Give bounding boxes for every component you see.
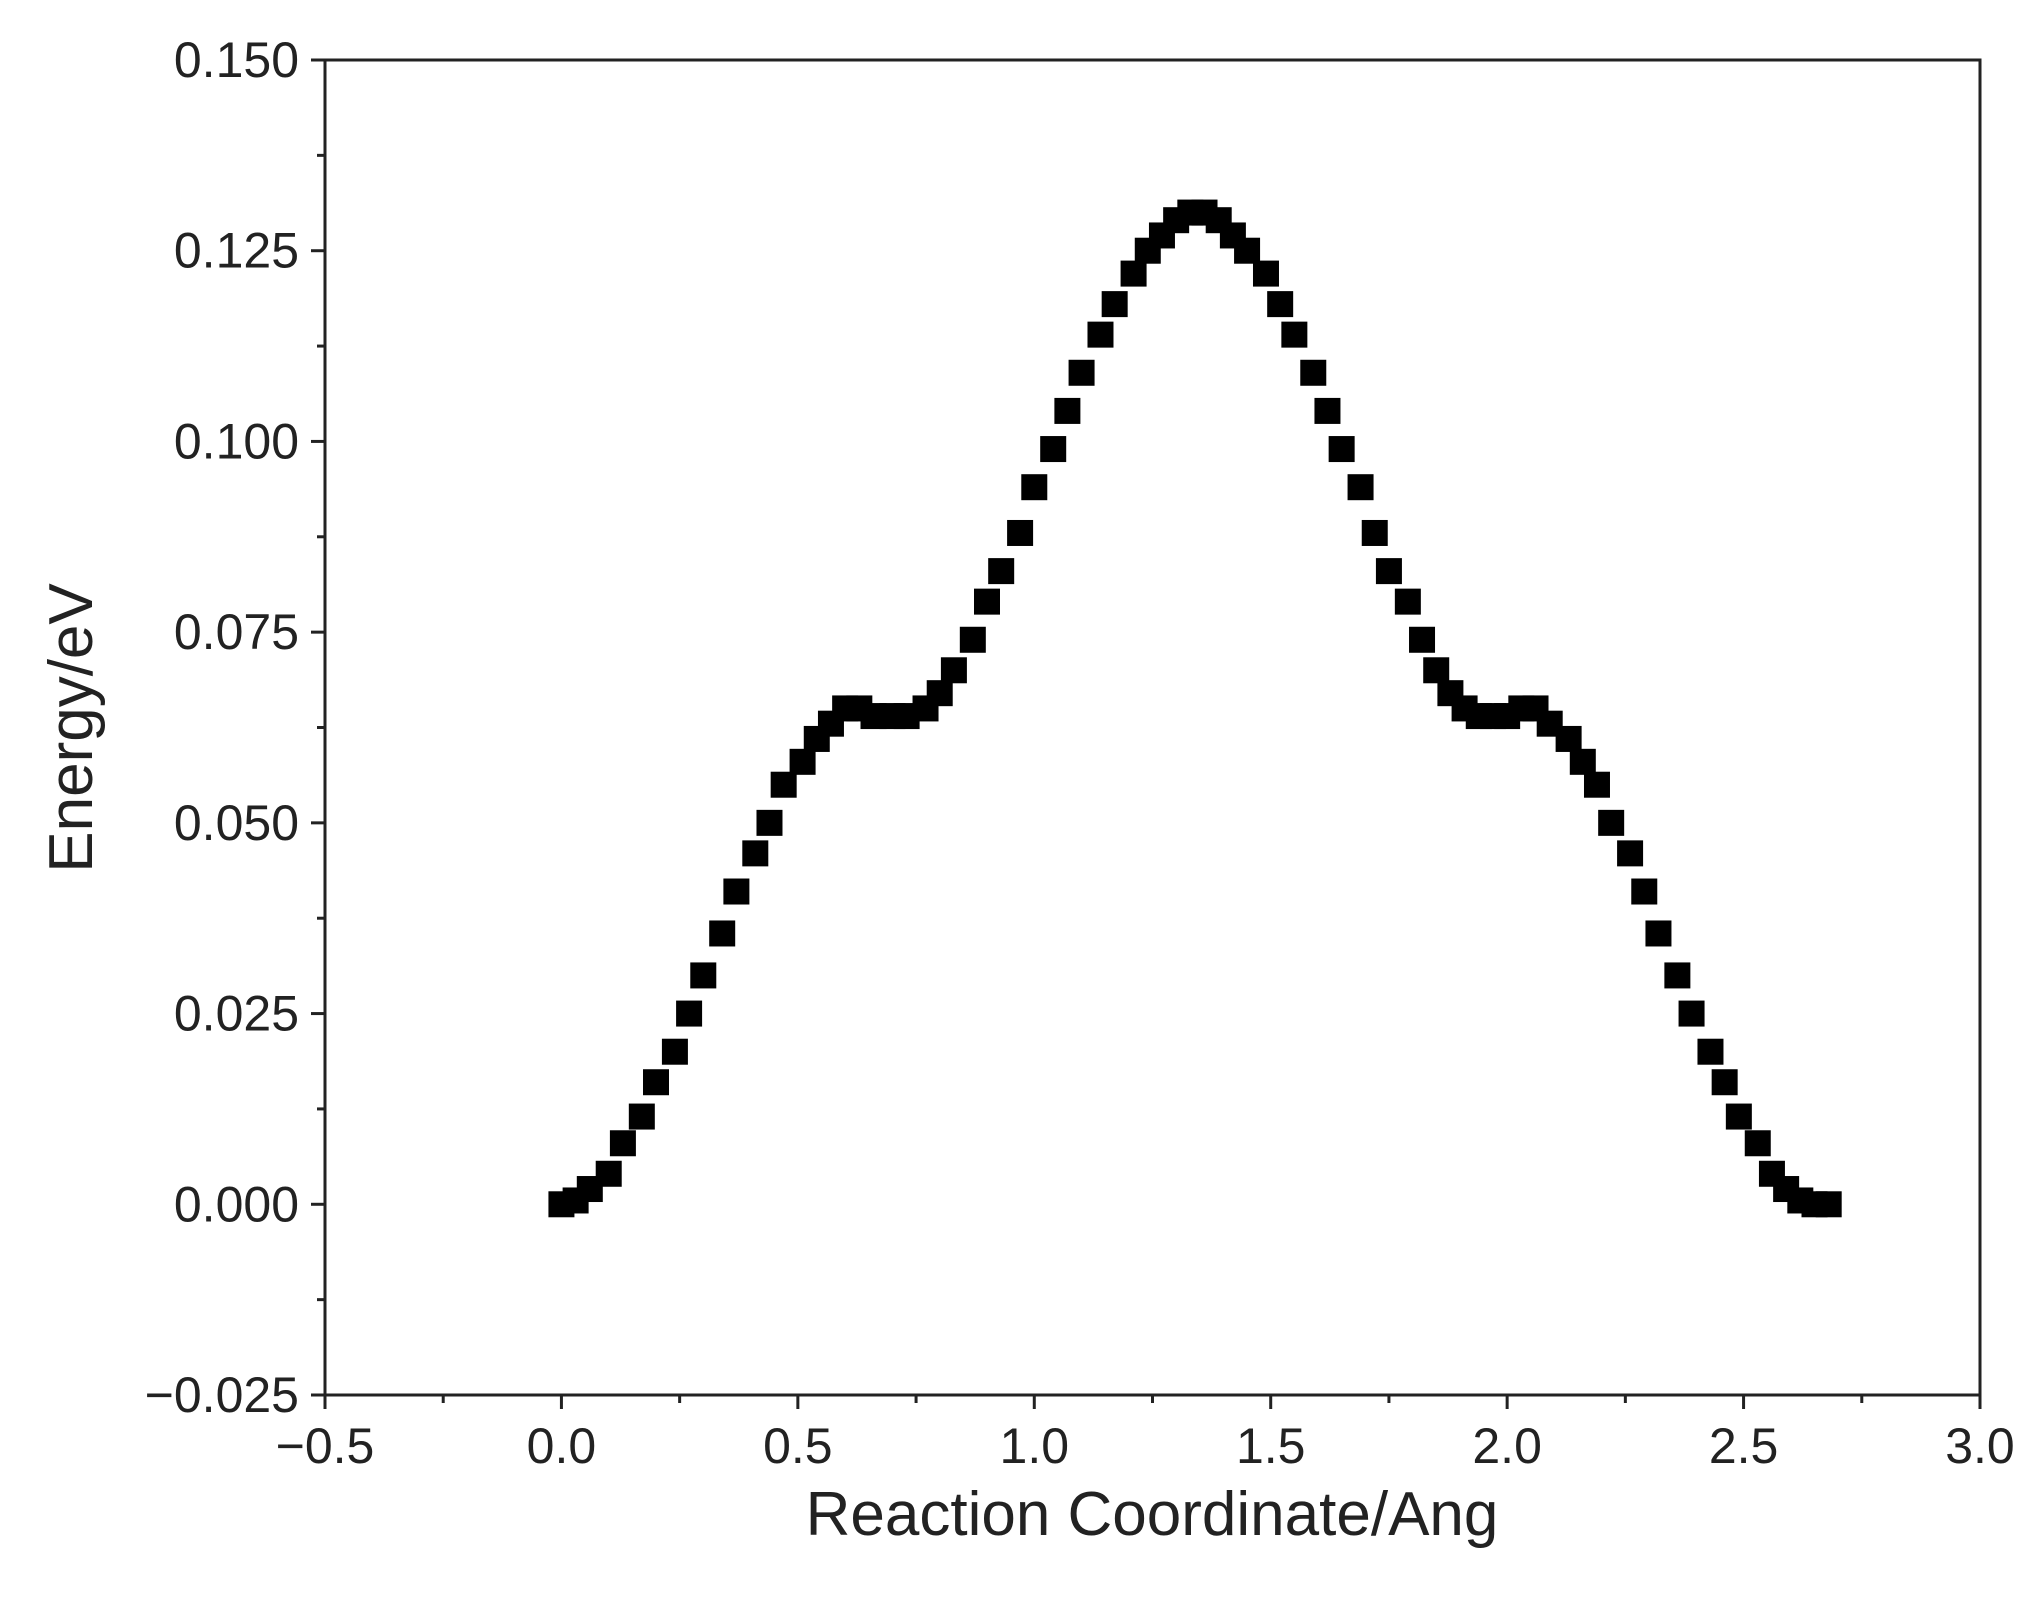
data-point xyxy=(1054,397,1081,424)
data-point xyxy=(1328,436,1355,463)
data-point xyxy=(756,809,783,836)
y-tick-label: 0.100 xyxy=(174,413,299,469)
data-point xyxy=(959,626,986,653)
data-point xyxy=(1394,588,1421,615)
data-point xyxy=(609,1130,636,1157)
data-point xyxy=(770,771,797,798)
data-point xyxy=(1120,260,1147,287)
data-point xyxy=(628,1103,655,1130)
data-point xyxy=(1744,1130,1771,1157)
data-point xyxy=(643,1069,669,1096)
x-axis-label: Reaction Coordinate/Ang xyxy=(806,1480,1499,1549)
y-tick-label: 0.050 xyxy=(174,795,299,851)
data-point xyxy=(709,920,736,947)
data-points xyxy=(548,199,1842,1218)
data-point xyxy=(1664,962,1691,989)
y-tick-label: 0.125 xyxy=(174,223,299,279)
data-point xyxy=(1678,1000,1705,1027)
data-point xyxy=(1617,840,1644,867)
data-point xyxy=(1815,1191,1842,1218)
data-point xyxy=(1361,519,1388,546)
x-tick-label: 1.5 xyxy=(1236,1418,1306,1474)
y-tick-label: 0.075 xyxy=(174,604,299,660)
data-point xyxy=(1423,657,1450,684)
data-point xyxy=(1252,260,1279,287)
y-axis-tick-labels: −0.025 0.000 0.025 0.050 0.075 0.100 0.125 0.15… xyxy=(145,32,299,1423)
data-point xyxy=(1711,1069,1738,1096)
data-point xyxy=(1101,291,1128,318)
data-point xyxy=(1007,519,1034,546)
data-point xyxy=(1040,436,1067,463)
data-point xyxy=(789,748,816,775)
x-tick-label: 0.0 xyxy=(527,1418,597,1474)
y-axis-label: Energy/eV xyxy=(37,583,106,873)
data-point xyxy=(1234,237,1261,264)
data-point xyxy=(1555,725,1582,752)
x-tick-label: −0.5 xyxy=(276,1418,375,1474)
data-point xyxy=(1409,626,1436,653)
data-point xyxy=(676,1000,703,1027)
data-point xyxy=(1347,474,1374,501)
data-point xyxy=(595,1160,622,1187)
x-tick-label: 2.0 xyxy=(1472,1418,1542,1474)
data-point xyxy=(974,588,1000,615)
y-tick-label: 0.000 xyxy=(174,1176,299,1232)
x-tick-label: 1.0 xyxy=(1000,1418,1070,1474)
x-tick-label: 2.5 xyxy=(1709,1418,1779,1474)
x-tick-label: 3.0 xyxy=(1945,1418,2015,1474)
data-point xyxy=(1300,359,1327,386)
data-point xyxy=(723,878,750,905)
data-point xyxy=(1569,748,1596,775)
data-point xyxy=(1087,321,1114,348)
data-point xyxy=(1021,474,1048,501)
data-point xyxy=(1267,291,1294,318)
data-point xyxy=(1598,809,1625,836)
data-point xyxy=(1645,920,1672,947)
y-tick-label: 0.150 xyxy=(174,32,299,88)
y-tick-label: −0.025 xyxy=(145,1367,299,1423)
data-point xyxy=(1697,1038,1724,1065)
data-point xyxy=(988,558,1015,585)
data-point xyxy=(1375,558,1402,585)
x-axis-tick-labels: −0.5 0.0 0.5 1.0 1.5 2.0 2.5 3.0 xyxy=(276,1418,2015,1474)
data-point xyxy=(1631,878,1658,905)
data-point xyxy=(1068,359,1095,386)
y-axis-ticks xyxy=(311,58,325,1397)
x-axis-ticks xyxy=(323,1395,1982,1409)
data-point xyxy=(1281,321,1308,348)
y-tick-label: 0.025 xyxy=(174,986,299,1042)
data-point xyxy=(661,1038,688,1065)
data-point xyxy=(690,962,717,989)
data-point xyxy=(940,657,967,684)
data-point xyxy=(1583,771,1610,798)
x-tick-label: 0.5 xyxy=(763,1418,833,1474)
data-point xyxy=(742,840,769,867)
data-point xyxy=(926,680,953,707)
data-point xyxy=(1725,1103,1752,1130)
data-point xyxy=(1314,397,1341,424)
